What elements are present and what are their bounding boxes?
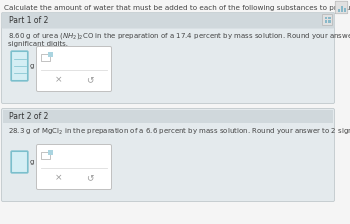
FancyBboxPatch shape <box>1 13 335 103</box>
Bar <box>3 14 333 27</box>
FancyBboxPatch shape <box>11 51 28 81</box>
Bar <box>48 52 53 57</box>
Bar <box>41 54 50 61</box>
Bar <box>324 17 327 19</box>
Text: ↺: ↺ <box>86 75 93 84</box>
Bar <box>48 150 53 155</box>
Text: g: g <box>30 159 34 165</box>
Bar <box>337 9 340 12</box>
Bar <box>324 21 327 23</box>
Bar <box>328 21 330 23</box>
Bar <box>41 152 50 159</box>
Text: Part 1 of 2: Part 1 of 2 <box>9 16 48 25</box>
Text: Calculate the amount of water that must be added to each of the following substa: Calculate the amount of water that must … <box>4 5 350 11</box>
Bar <box>343 8 346 12</box>
FancyBboxPatch shape <box>322 15 332 26</box>
Text: 8.60 g of urea $(NH_2)_2$CO in the preparation of a 17.4 percent by mass solutio: 8.60 g of urea $(NH_2)_2$CO in the prepa… <box>8 31 350 41</box>
FancyBboxPatch shape <box>335 1 348 14</box>
Bar <box>3 110 333 123</box>
Text: significant digits.: significant digits. <box>8 41 68 47</box>
FancyBboxPatch shape <box>1 13 335 28</box>
Bar <box>328 17 330 19</box>
Text: Part 2 of 2: Part 2 of 2 <box>9 112 48 121</box>
Bar <box>341 6 343 12</box>
FancyBboxPatch shape <box>36 144 112 190</box>
Text: 28.3 g of MgCl$_2$ in the preparation of a 6.6 percent by mass solution. Round y: 28.3 g of MgCl$_2$ in the preparation of… <box>8 127 350 137</box>
FancyBboxPatch shape <box>11 151 28 173</box>
Text: ×: × <box>54 75 62 84</box>
Text: ↺: ↺ <box>86 174 93 183</box>
FancyBboxPatch shape <box>36 47 112 91</box>
Text: g: g <box>30 63 34 69</box>
Text: ×: × <box>54 174 62 183</box>
FancyBboxPatch shape <box>1 108 335 202</box>
